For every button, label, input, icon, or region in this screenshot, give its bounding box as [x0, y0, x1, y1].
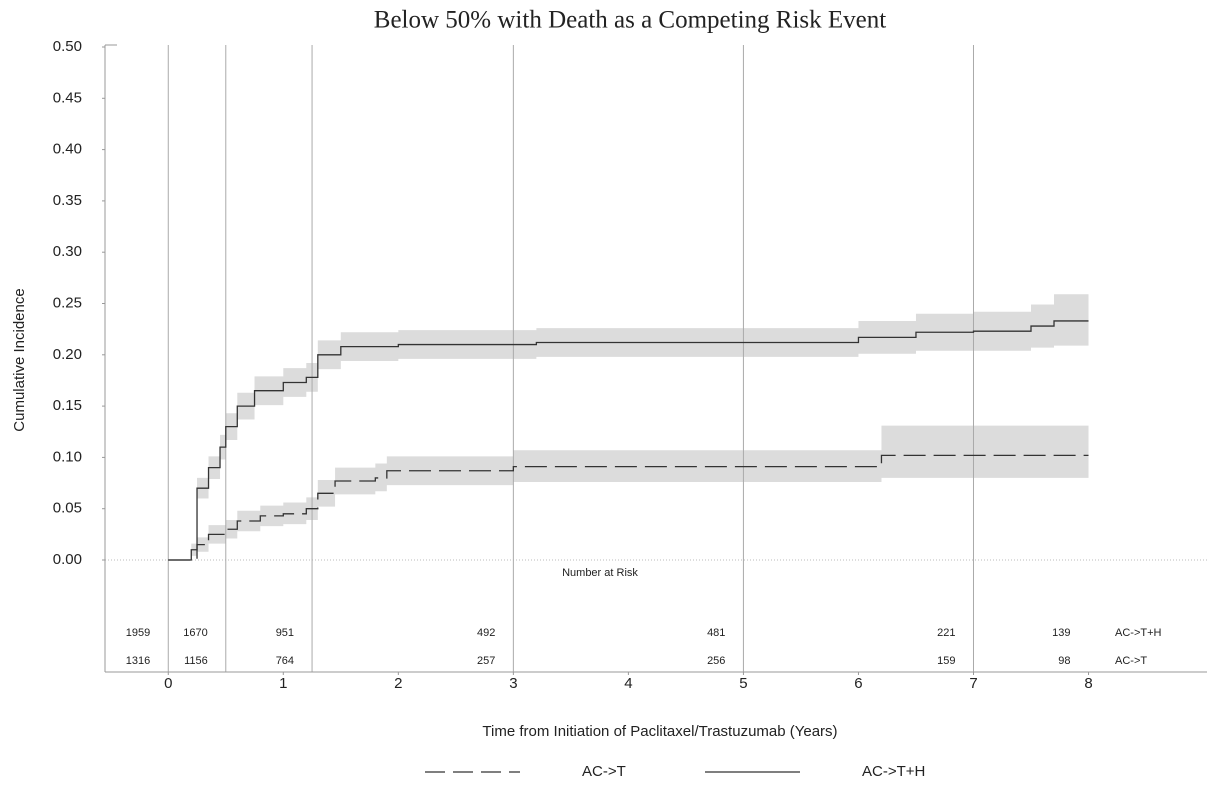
confidence-band — [168, 425, 1089, 560]
x-tick-label: 6 — [854, 675, 862, 692]
chart-title: Below 50% with Death as a Competing Risk… — [374, 7, 886, 34]
y-tick-label: 0.20 — [53, 346, 82, 363]
risk-table-title: Number at Risk — [562, 567, 638, 579]
y-tick-label: 0.35 — [53, 192, 82, 209]
x-tick-label: 5 — [739, 675, 747, 692]
x-axis-label: Time from Initiation of Paclitaxel/Trast… — [482, 723, 837, 740]
risk-row-label: AC->T+H — [1115, 627, 1162, 639]
y-tick-label: 0.45 — [53, 89, 82, 106]
risk-count: 1670 — [183, 627, 207, 639]
legend-label: AC->T — [582, 763, 626, 780]
risk-count: 1316 — [126, 655, 150, 667]
y-tick-label: 0.40 — [53, 141, 82, 158]
x-tick-label: 7 — [969, 675, 977, 692]
x-tick-label: 2 — [394, 675, 402, 692]
risk-count: 492 — [477, 627, 495, 639]
y-tick-label: 0.15 — [53, 397, 82, 414]
risk-count: 257 — [477, 655, 495, 667]
step-line — [168, 320, 1089, 561]
y-tick-label: 0.05 — [53, 500, 82, 517]
risk-count: 1959 — [126, 627, 150, 639]
risk-count: 951 — [276, 627, 294, 639]
risk-count: 98 — [1058, 655, 1070, 667]
risk-count: 139 — [1052, 627, 1070, 639]
x-tick-label: 1 — [279, 675, 287, 692]
risk-count: 256 — [707, 655, 725, 667]
risk-row-label: AC->T — [1115, 655, 1147, 667]
x-tick-label: 0 — [164, 675, 172, 692]
risk-count: 1156 — [184, 655, 208, 667]
x-tick-label: 4 — [624, 675, 632, 692]
y-axis-label: Cumulative Incidence — [11, 288, 28, 431]
y-tick-label: 0.00 — [53, 551, 82, 568]
confidence-band — [168, 294, 1089, 560]
x-tick-label: 3 — [509, 675, 517, 692]
y-tick-label: 0.50 — [53, 38, 82, 55]
risk-count: 481 — [707, 627, 725, 639]
y-tick-label: 0.30 — [53, 243, 82, 260]
risk-count: 764 — [276, 655, 294, 667]
risk-count: 159 — [937, 655, 955, 667]
legend-label: AC->T+H — [862, 763, 925, 780]
x-tick-label: 8 — [1084, 675, 1092, 692]
risk-count: 221 — [937, 627, 955, 639]
y-tick-label: 0.25 — [53, 294, 82, 311]
step-line — [168, 454, 1089, 561]
y-tick-label: 0.10 — [53, 448, 82, 465]
